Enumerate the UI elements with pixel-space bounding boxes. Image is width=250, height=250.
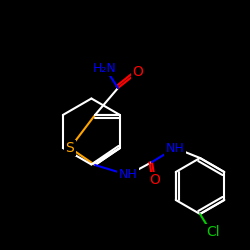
Text: NH: NH <box>119 168 138 181</box>
Text: O: O <box>132 65 143 79</box>
Text: Cl: Cl <box>206 225 220 239</box>
Text: S: S <box>66 141 74 155</box>
Text: O: O <box>150 173 160 187</box>
Text: H₂N: H₂N <box>93 62 117 74</box>
Text: NH: NH <box>166 142 184 154</box>
